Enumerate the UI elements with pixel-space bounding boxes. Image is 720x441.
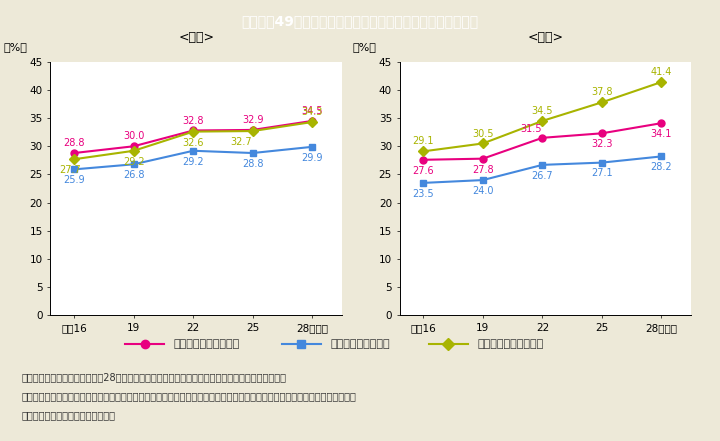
Text: 27.1: 27.1	[591, 168, 613, 179]
Text: （%）: （%）	[353, 41, 377, 52]
Text: 29.9: 29.9	[302, 153, 323, 163]
Text: 29.2: 29.2	[182, 157, 204, 167]
Text: 非正規の職員・従業員: 非正規の職員・従業員	[477, 340, 544, 349]
Text: 24.0: 24.0	[472, 186, 494, 196]
Text: 23.5: 23.5	[413, 189, 434, 199]
Text: 25.9: 25.9	[63, 175, 85, 185]
Text: 29.1: 29.1	[413, 136, 434, 146]
Text: 正規の職員・従業員: 正規の職員・従業員	[330, 340, 390, 349]
Text: 27.8: 27.8	[472, 164, 494, 175]
Text: 28.8: 28.8	[242, 159, 264, 169]
Text: Ｉ－特－49図　仕事をしながら通院している者の割合の推移: Ｉ－特－49図 仕事をしながら通院している者の割合の推移	[241, 14, 479, 28]
Text: 32.3: 32.3	[591, 139, 613, 149]
Text: <男性>: <男性>	[528, 31, 564, 44]
Text: 27.6: 27.6	[413, 166, 434, 176]
Text: 26.8: 26.8	[123, 170, 145, 180]
Text: 32.6: 32.6	[182, 138, 204, 147]
Text: 34.5: 34.5	[302, 106, 323, 116]
Text: 34.3: 34.3	[302, 107, 323, 117]
Text: 34.1: 34.1	[651, 129, 672, 139]
Text: 26.7: 26.7	[531, 171, 553, 181]
Text: （備考）１．厚生労働省「平成28年国民生活基礎調査」より内閣府男女共同参画局にて特別集計。: （備考）１．厚生労働省「平成28年国民生活基礎調査」より内閣府男女共同参画局にて…	[22, 373, 287, 383]
Text: 41.4: 41.4	[651, 67, 672, 77]
Text: 28.2: 28.2	[651, 162, 672, 172]
Text: ２．非正規の職員・従業員は，パート，アルバイト，労働者派遣事業所の派遣社員，契約社員，嘱託，その他の合計。: ２．非正規の職員・従業員は，パート，アルバイト，労働者派遣事業所の派遣社員，契約…	[22, 391, 356, 401]
Text: 30.0: 30.0	[123, 131, 145, 141]
Text: 32.7: 32.7	[231, 137, 253, 147]
Text: 37.8: 37.8	[591, 87, 613, 97]
Text: （%）: （%）	[4, 41, 27, 52]
Text: 30.5: 30.5	[472, 128, 494, 138]
Text: ３．年齢不詳を含む結果。: ３．年齢不詳を含む結果。	[22, 410, 116, 420]
Text: 29.2: 29.2	[123, 157, 145, 167]
Text: 27.7: 27.7	[59, 165, 81, 175]
Text: 32.9: 32.9	[242, 115, 264, 125]
Text: <女性>: <女性>	[179, 31, 215, 44]
Text: 32.8: 32.8	[182, 116, 204, 126]
Text: 34.5: 34.5	[531, 106, 553, 116]
Text: 31.5: 31.5	[521, 124, 542, 134]
Text: 28.8: 28.8	[63, 138, 85, 148]
Text: 仕事あり（主に仕事）: 仕事あり（主に仕事）	[174, 340, 240, 349]
